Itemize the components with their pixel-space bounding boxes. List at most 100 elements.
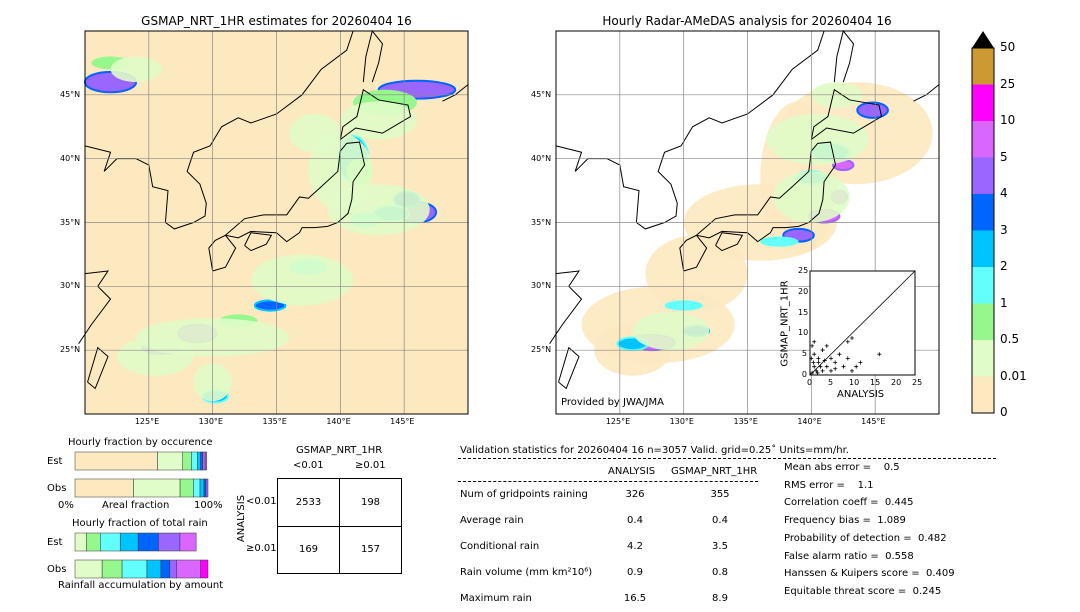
score-line: Correlation coeff = 0.445 (784, 497, 914, 509)
scatter-point (829, 356, 833, 361)
occurrence-segment (74, 478, 134, 498)
scatter-point (858, 360, 863, 365)
colorbar-bin (972, 194, 994, 231)
colorbar-tick-label: 0 (1000, 405, 1008, 419)
scatter-ytick: 20 (798, 286, 809, 296)
occurrence-title: Hourly fraction by occurence (68, 437, 213, 448)
contingency-table: 2533 198 169 157 (277, 478, 402, 574)
stats-row-gsmap: 3.5 (712, 541, 728, 552)
lon-tick-label: 125°E (605, 417, 631, 426)
rain-obs-label: Obs (47, 564, 67, 575)
lon-tick-label: 135°E (733, 417, 758, 426)
colorbar-bin (972, 48, 994, 85)
rain-cell (289, 113, 341, 153)
coastline (810, 88, 883, 140)
scatter-xtick: 25 (912, 378, 923, 387)
colorbar-tick-label: 0.01 (1000, 368, 1027, 383)
scatter-ytick: 5 (801, 349, 807, 359)
scatter-point (816, 356, 821, 361)
stats-row-gsmap: 355 (710, 489, 730, 500)
colorbar-bin (972, 303, 994, 340)
occurrence-segment (179, 478, 194, 498)
coastline (339, 88, 412, 140)
rain-cell (632, 311, 710, 351)
score-line: Frequency bias = 1.089 (784, 515, 906, 527)
scatter-point (810, 370, 815, 375)
lon-tick-label: 130°E (669, 417, 694, 426)
occurrence-segment (182, 451, 192, 471)
rain-cell (856, 101, 889, 119)
rain-fraction-segment (200, 559, 209, 579)
contingency-title: GSMAP_NRT_1HR (296, 445, 383, 456)
lon-tick-label: 130°E (198, 417, 223, 426)
scatter-point (824, 343, 829, 348)
scatter-point (820, 348, 825, 353)
rain-cell (253, 299, 287, 312)
lon-tick-label: 145°E (861, 417, 886, 426)
colorbar-bin (972, 230, 994, 267)
rain-fraction-segment (169, 559, 177, 579)
lat-tick-label: 25°N (531, 345, 552, 355)
scatter-point (812, 364, 817, 369)
rain-fraction-segment (121, 559, 148, 579)
coastline (87, 346, 109, 390)
scatter-ytick: 0 (801, 370, 807, 379)
rain-cell (116, 337, 194, 376)
scatter-point (820, 368, 825, 373)
scatter-point (833, 360, 838, 365)
stats-row-analysis: 4.2 (627, 541, 643, 552)
colorbar-tick-label: 4 (1000, 186, 1008, 200)
stats-col-analysis: ANALYSIS (608, 466, 656, 477)
scatter-ytick: 15 (798, 307, 809, 317)
rain-fraction-segment (74, 532, 87, 552)
colorbar-bin (972, 267, 994, 304)
coastline (244, 232, 273, 252)
occurrence-segment (74, 451, 158, 471)
stats-row-analysis: 16.5 (623, 593, 647, 604)
left-map-title: GSMAP_NRT_1HR estimates for 20260404 16 (141, 14, 412, 28)
stats-col-gsmap: GSMAP_NRT_1HR (671, 466, 758, 477)
stats-row-gsmap: 0.8 (712, 567, 728, 578)
rain-fraction-segment (176, 559, 201, 579)
rain-fraction-segment (119, 532, 139, 552)
occurrence-segment (157, 451, 183, 471)
scatter-point (850, 335, 854, 340)
scatter-point (814, 368, 819, 373)
lat-tick-label: 35°N (531, 217, 552, 227)
stats-row-analysis: 326 (625, 489, 645, 500)
scatter-xtick: 5 (828, 378, 834, 387)
scatter-point (815, 370, 820, 375)
coastline (225, 141, 366, 243)
scatter-point (845, 356, 850, 361)
scatter-diagonal (809, 270, 916, 376)
scatter-point (809, 356, 814, 361)
provider-credit: Provided by JWA/JMA (561, 397, 664, 408)
colorbar-extend-triangle (972, 31, 994, 48)
scatter-point (812, 352, 817, 357)
cell-11: 157 (360, 544, 381, 555)
coastline (833, 29, 854, 83)
cell-00: 2533 (295, 497, 322, 508)
left-map-frame (84, 30, 469, 415)
scatter-point (818, 364, 823, 369)
scatter-point (816, 360, 821, 365)
occ-0-label: 0% (58, 500, 74, 511)
coastline (78, 270, 112, 345)
occ-est-label: Est (47, 456, 63, 467)
colorbar-bin (972, 84, 994, 121)
lon-tick-label: 135°E (262, 417, 287, 426)
scatter-ytick: 10 (798, 328, 809, 338)
scatter-xtick: 10 (849, 378, 860, 387)
contingency-row-1: ≥0.01 (246, 543, 277, 554)
scatter-point (810, 343, 815, 348)
scatter-point (812, 339, 817, 344)
stats-header: Validation statistics for 20260404 16 n=… (460, 445, 849, 456)
cell-10: 169 (298, 544, 319, 555)
stats-row-label: Conditional rain (460, 541, 540, 552)
colorbar-tick-label: 25 (1000, 76, 1016, 91)
cell-01: 198 (360, 497, 381, 508)
lat-tick-label: 45°N (531, 89, 552, 99)
stats-row-label: Maximum rain (460, 593, 532, 604)
stats-row-gsmap: 0.4 (712, 515, 728, 526)
